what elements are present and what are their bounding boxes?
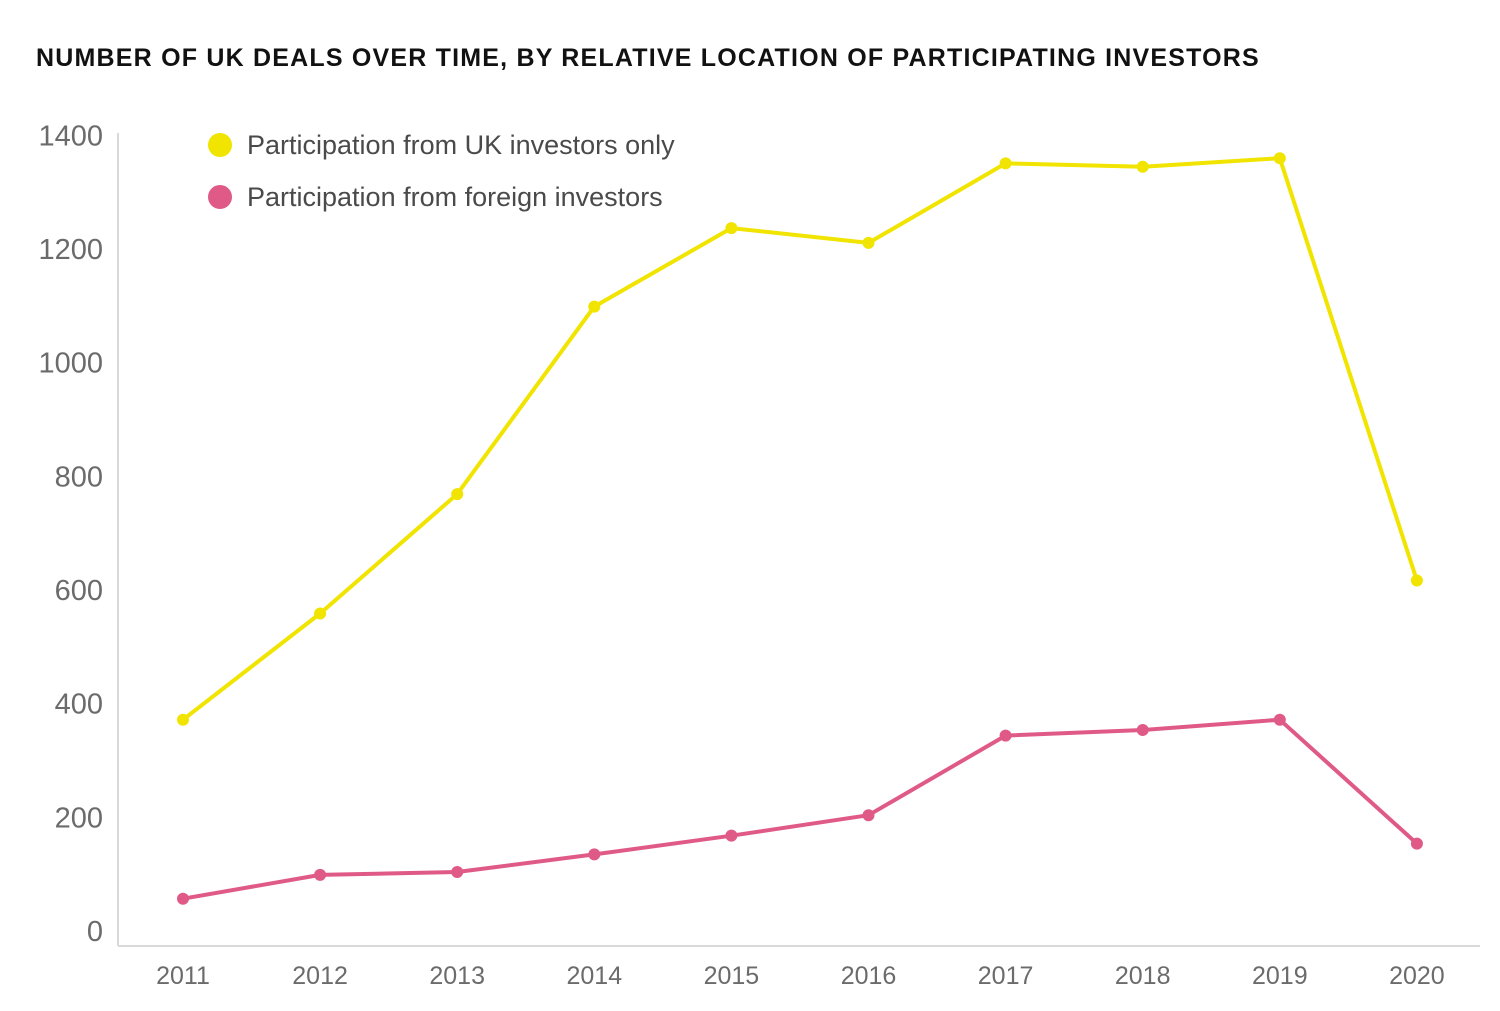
series-points	[177, 152, 1423, 905]
legend-marker	[208, 133, 232, 157]
chart-title: NUMBER OF UK DEALS OVER TIME, BY RELATIV…	[36, 44, 1260, 72]
data-point	[862, 809, 875, 822]
data-point	[725, 829, 738, 842]
data-point	[1273, 713, 1286, 726]
legend-label: Participation from foreign investors	[247, 182, 663, 212]
data-point	[1136, 723, 1149, 736]
y-tick-label: 200	[55, 802, 103, 834]
y-tick-label: 1400	[38, 120, 103, 152]
data-point	[1410, 574, 1423, 587]
y-tick-label: 400	[55, 689, 103, 721]
data-point	[725, 222, 738, 235]
x-tick-label: 2013	[429, 962, 485, 990]
x-tick-label: 2015	[704, 962, 760, 990]
x-tick-labels: 2011 2012 2013 2014 2015 2016 2017 2018 2019 2020	[156, 962, 1445, 990]
x-tick-label: 2012	[292, 962, 348, 990]
x-tick-label: 2016	[841, 962, 897, 990]
x-tick-label: 2018	[1115, 962, 1171, 990]
axes	[117, 133, 1480, 947]
x-tick-label: 2017	[978, 962, 1034, 990]
legend-label: Participation from UK investors only	[247, 130, 675, 160]
data-point	[588, 300, 601, 313]
series-line-2	[182, 717, 1419, 901]
data-point	[999, 729, 1012, 742]
data-point	[1136, 160, 1149, 173]
data-point	[1273, 152, 1286, 165]
data-point	[451, 488, 464, 501]
data-point	[862, 236, 875, 249]
y-tick-label: 0	[87, 916, 103, 948]
x-tick-label: 2020	[1389, 962, 1445, 990]
x-tick-label: 2014	[566, 962, 622, 990]
legend-marker	[208, 185, 232, 209]
x-tick-label: 2011	[156, 962, 210, 990]
x-tick-label: 2019	[1252, 962, 1308, 990]
y-tick-label: 800	[55, 461, 103, 493]
data-point	[588, 848, 601, 861]
series-line-1	[181, 156, 1419, 722]
data-point	[177, 892, 189, 905]
data-point	[451, 866, 464, 879]
data-point	[314, 607, 327, 620]
data-point	[999, 157, 1012, 170]
y-tick-label: 1000	[38, 348, 103, 380]
y-tick-label: 600	[55, 575, 103, 607]
data-point	[314, 868, 327, 881]
legend: Participation from UK investors only Part…	[208, 130, 675, 212]
y-tick-labels: 0 200 400 600 800 1000 1200 1400	[38, 120, 103, 948]
series-lines	[181, 156, 1419, 901]
y-tick-label: 1200	[38, 234, 103, 266]
data-point	[1410, 837, 1423, 850]
data-point	[177, 713, 189, 726]
